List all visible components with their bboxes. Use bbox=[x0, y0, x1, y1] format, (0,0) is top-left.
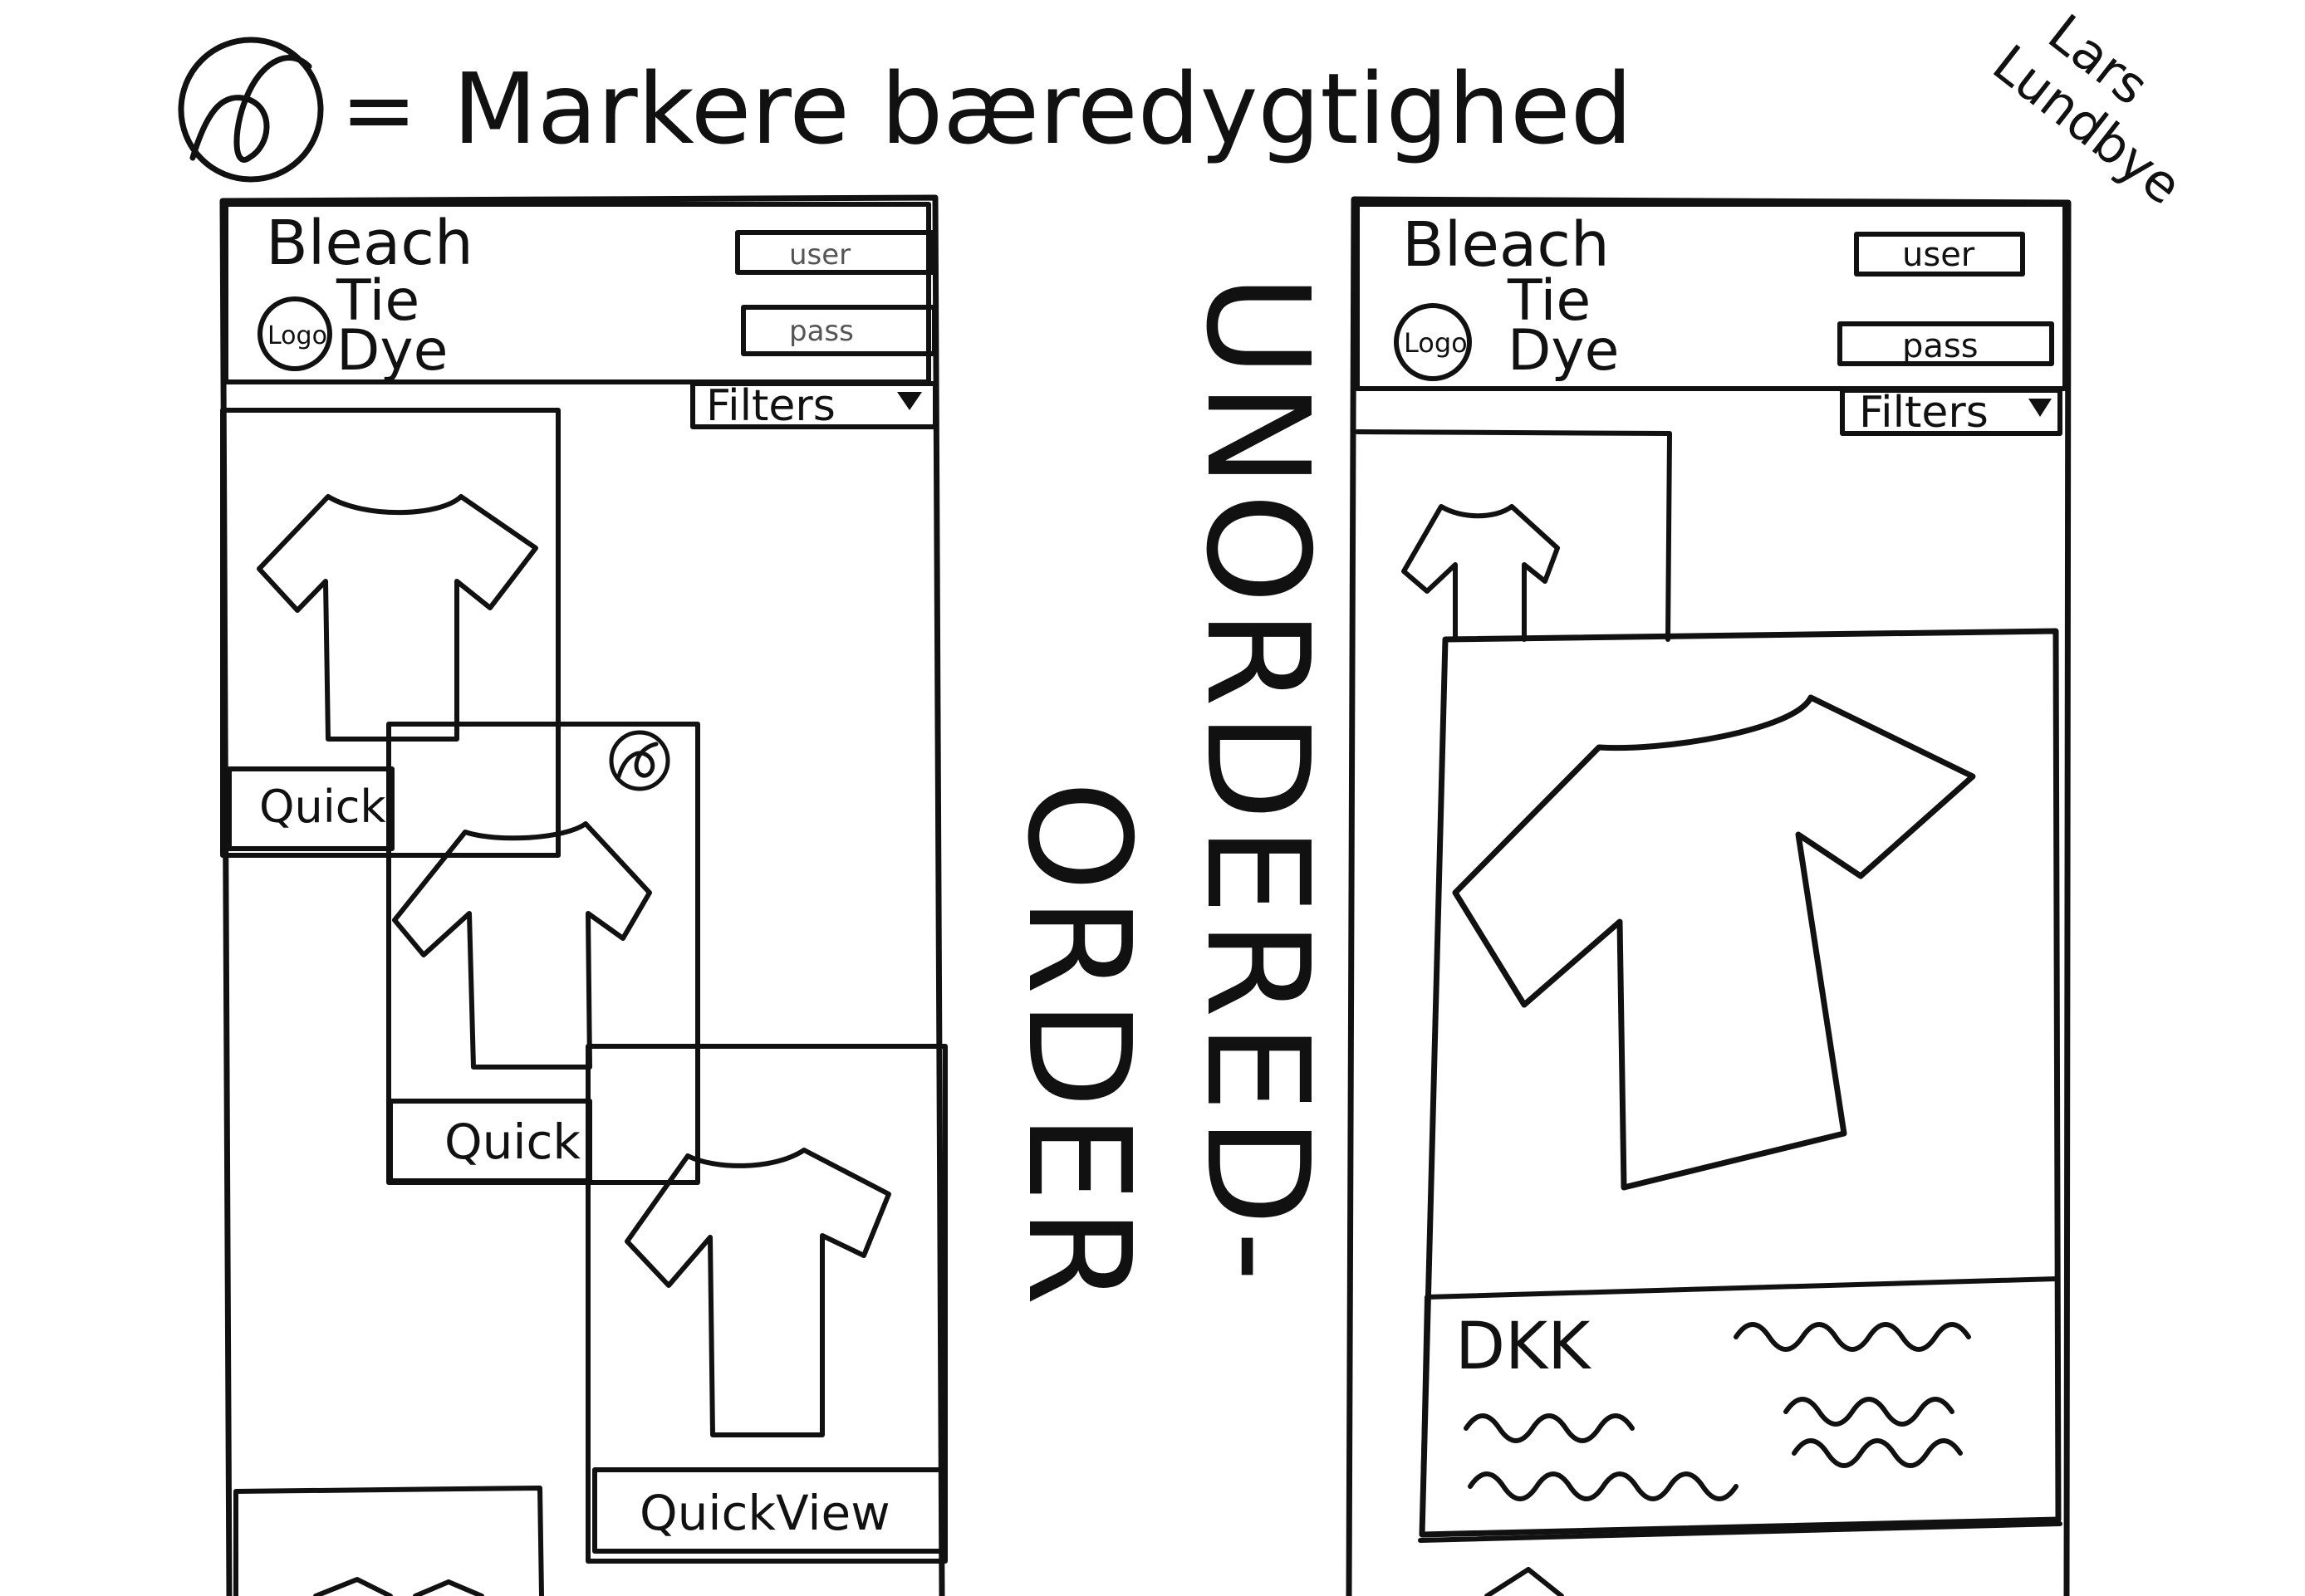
mockup-right: Bleach Tie Dye Logo user pass Filters bbox=[1346, 196, 2072, 1596]
tshirt-icon bbox=[1452, 694, 1976, 1191]
svg-text:Logo: Logo bbox=[267, 321, 327, 350]
right-filters-dropdown[interactable]: Filters bbox=[1840, 388, 2062, 438]
right-brand-line2: Tie bbox=[1507, 268, 1591, 334]
svg-text:QuickView: QuickView bbox=[640, 1485, 890, 1541]
left-card-1-button[interactable]: Quick bbox=[227, 766, 395, 851]
left-header bbox=[223, 202, 931, 384]
legend: = Markere bæredygtighed bbox=[178, 37, 1633, 183]
tshirt-icon bbox=[392, 821, 652, 1070]
left-card-3-button[interactable]: QuickView bbox=[592, 1467, 946, 1554]
tshirt-icon bbox=[1401, 504, 1560, 642]
right-product-card-2[interactable] bbox=[1418, 1521, 2062, 1596]
left-product-card-4[interactable] bbox=[233, 1486, 544, 1596]
svg-text:Logo: Logo bbox=[1404, 327, 1468, 359]
right-phone-frame bbox=[1346, 196, 2072, 1596]
tshirt-icon bbox=[257, 494, 538, 742]
author-signature: Lars Lundbye bbox=[1982, 2, 2193, 217]
right-pass-field[interactable]: pass bbox=[1837, 321, 2054, 366]
left-user-field[interactable]: user bbox=[735, 230, 936, 275]
tshirt-icon bbox=[313, 1577, 484, 1596]
placeholder-text-lines bbox=[1464, 1322, 1971, 1501]
right-brand-line3: Dye bbox=[1508, 318, 1619, 384]
legend-equals: = bbox=[341, 56, 417, 163]
svg-text:user: user bbox=[789, 238, 851, 272]
right-product-detail[interactable]: DKK bbox=[1419, 628, 2062, 1538]
left-logo: Logo bbox=[257, 296, 332, 371]
center-annotation: UNORDERED- ORDER bbox=[996, 274, 1339, 1310]
left-filters-dropdown[interactable]: Filters bbox=[690, 381, 938, 431]
left-brand-line2: Tie bbox=[336, 268, 419, 334]
left-product-card-3[interactable]: QuickView bbox=[586, 1044, 948, 1564]
label-order: ORDER bbox=[996, 781, 1160, 1310]
svg-text:user: user bbox=[1902, 236, 1975, 274]
right-header bbox=[1355, 202, 2067, 391]
chevron-down-icon bbox=[2028, 399, 2052, 417]
right-logo: Logo bbox=[1394, 303, 1472, 381]
right-user-field[interactable]: user bbox=[1854, 232, 2025, 277]
recycle-icon bbox=[178, 37, 324, 183]
left-brand-line1: Bleach bbox=[266, 208, 473, 279]
svg-text:Filters: Filters bbox=[706, 381, 836, 431]
mockup-left: Bleach Tie Dye Logo user pass Filters bbox=[219, 194, 948, 1596]
detail-price-label: DKK bbox=[1455, 1310, 1591, 1384]
left-product-card-2[interactable]: Quick bbox=[386, 722, 700, 1185]
chevron-down-icon bbox=[897, 392, 922, 410]
svg-text:Quick: Quick bbox=[444, 1114, 581, 1170]
svg-text:Filters: Filters bbox=[1859, 388, 1989, 438]
left-pass-field[interactable]: pass bbox=[741, 305, 937, 356]
left-brand-line3: Dye bbox=[336, 318, 448, 384]
legend-label: Markere bæredygtighed bbox=[453, 51, 1633, 166]
label-unordered: UNORDERED- bbox=[1175, 274, 1339, 1287]
detail-info-panel bbox=[1420, 1276, 2059, 1537]
right-product-card-1[interactable] bbox=[1355, 429, 1672, 642]
right-brand-line1: Bleach bbox=[1402, 209, 1610, 281]
svg-text:pass: pass bbox=[789, 315, 854, 348]
svg-text:pass: pass bbox=[1902, 327, 1979, 365]
svg-text:Quick: Quick bbox=[259, 781, 386, 833]
tshirt-icon bbox=[625, 1148, 891, 1437]
recycle-icon bbox=[609, 730, 670, 791]
left-card-2-button[interactable]: Quick bbox=[388, 1099, 592, 1183]
